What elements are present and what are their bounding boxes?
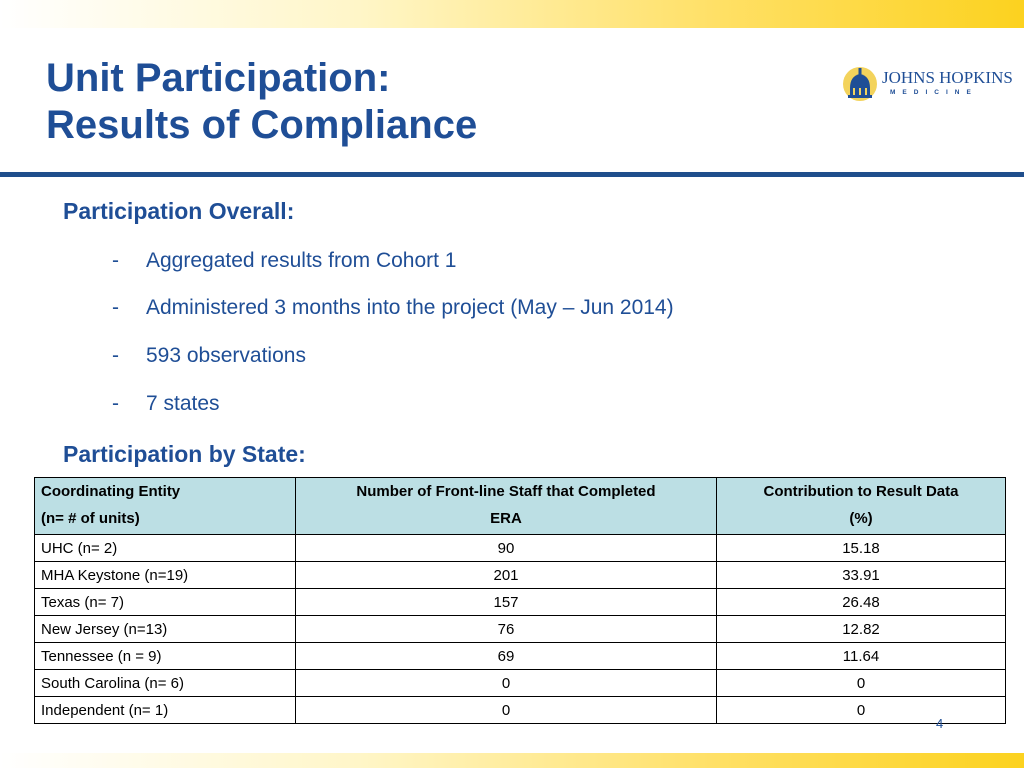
header-text: ERA [490, 510, 522, 527]
contribution-cell: 0 [716, 669, 1006, 697]
contribution-cell: 26.48 [716, 588, 1006, 616]
staff-cell: 76 [295, 615, 717, 643]
header-text: Coordinating Entity [41, 483, 181, 500]
entity-cell: Texas (n= 7) [34, 588, 296, 616]
contribution-cell: 15.18 [716, 534, 1006, 562]
contribution-cell: 11.64 [716, 642, 1006, 670]
entity-cell: South Carolina (n= 6) [34, 669, 296, 697]
header-text: Contribution to Result Data [763, 483, 959, 500]
bullet-text: Administered 3 months into the project (… [146, 296, 674, 319]
table-row: Independent (n= 1) 0 0 [34, 696, 1006, 724]
bullet-item: - Aggregated results from Cohort 1 [112, 249, 457, 272]
bullet-item: -7 states [112, 392, 220, 415]
section-heading-by-state: Participation by State: [63, 441, 306, 467]
entity-cell: Tennessee (n = 9) [34, 642, 296, 670]
staff-cell: 157 [295, 588, 717, 616]
table-row: South Carolina (n= 6) 0 0 [34, 669, 1006, 697]
top-decorative-band [0, 0, 1024, 28]
column-header-staff: Number of Front-line Staff that Complete… [295, 477, 717, 535]
entity-cell: MHA Keystone (n=19) [34, 561, 296, 589]
dome-icon [843, 67, 877, 101]
table-row: Tennessee (n = 9) 69 11.64 [34, 642, 1006, 670]
staff-cell: 201 [295, 561, 717, 589]
table-row: New Jersey (n=13) 76 12.82 [34, 615, 1006, 643]
staff-cell: 0 [295, 669, 717, 697]
table-header-row: Coordinating Entity (n= # of units) Numb… [34, 477, 1006, 535]
bullet-text: 7 states [146, 392, 220, 415]
staff-cell: 69 [295, 642, 717, 670]
column-header-entity: Coordinating Entity (n= # of units) [34, 477, 296, 535]
staff-cell: 0 [295, 696, 717, 724]
participation-table: Coordinating Entity (n= # of units) Numb… [34, 477, 1006, 724]
section-heading-overall: Participation Overall: [63, 198, 295, 224]
johns-hopkins-logo: JOHNS HOPKINS MEDICINE [842, 64, 1013, 104]
header-text: Number of Front-line Staff that Complete… [356, 483, 656, 500]
title-line-2: Results of Compliance [46, 103, 478, 147]
page-number: 4 [936, 716, 944, 731]
contribution-cell: 0 [716, 696, 1006, 724]
header-text: (%) [849, 510, 873, 527]
title-divider [0, 172, 1024, 177]
bottom-decorative-band [0, 753, 1024, 768]
entity-cell: Independent (n= 1) [34, 696, 296, 724]
bullet-text: 593 observations [146, 344, 306, 367]
bullet-item: - Administered 3 months into the project … [112, 296, 674, 319]
logo-subtitle: MEDICINE [890, 89, 978, 96]
bullet-text: Aggregated results from Cohort 1 [146, 249, 457, 272]
contribution-cell: 33.91 [716, 561, 1006, 589]
table-row: MHA Keystone (n=19) 201 33.91 [34, 561, 1006, 589]
table-row: UHC (n= 2) 90 15.18 [34, 534, 1006, 562]
header-text: (n= # of units) [41, 510, 140, 527]
slide-title: Unit Participation: Results of Complianc… [46, 55, 477, 149]
contribution-cell: 12.82 [716, 615, 1006, 643]
logo-wordmark: JOHNS HOPKINS [882, 68, 1013, 87]
table-row: Texas (n= 7) 157 26.48 [34, 588, 1006, 616]
staff-cell: 90 [295, 534, 717, 562]
entity-cell: UHC (n= 2) [34, 534, 296, 562]
bullet-item: -593 observations [112, 344, 306, 367]
entity-cell: New Jersey (n=13) [34, 615, 296, 643]
column-header-contribution: Contribution to Result Data (%) [716, 477, 1006, 535]
title-line-1: Unit Participation: [46, 56, 391, 100]
